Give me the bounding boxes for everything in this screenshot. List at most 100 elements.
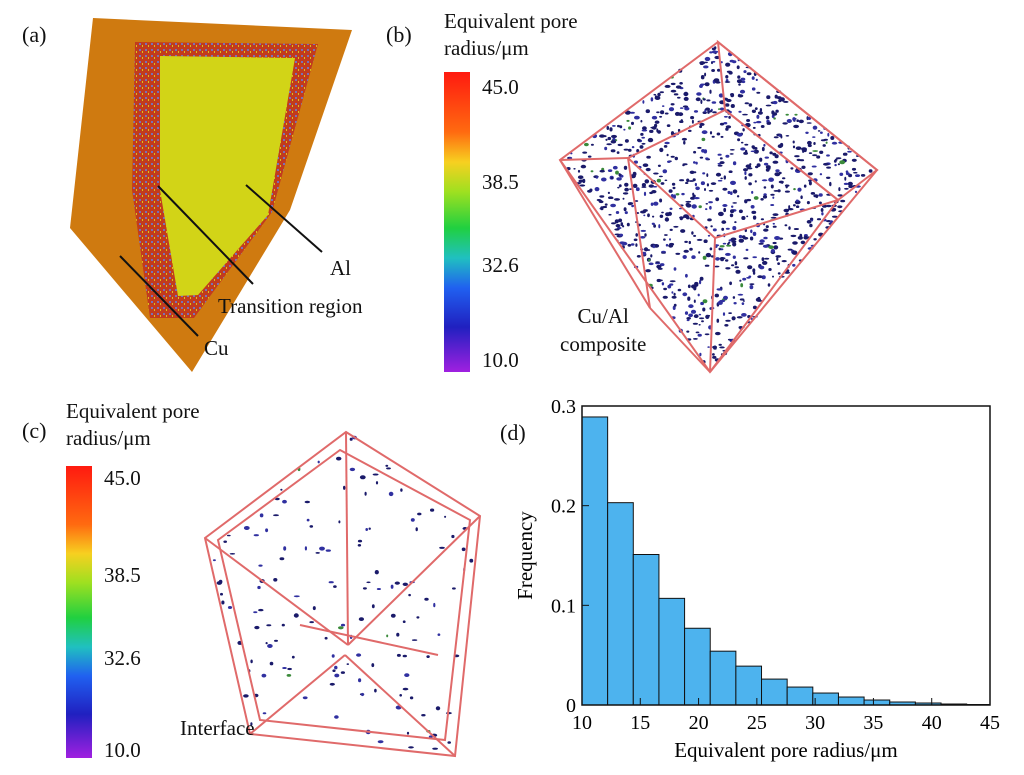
pore-dot	[710, 182, 717, 186]
pore-dot	[756, 91, 761, 94]
pore-dot	[623, 148, 629, 151]
pore-dot	[642, 126, 647, 131]
pore-dot	[731, 240, 737, 243]
pore-dot	[752, 305, 757, 310]
pore-dot	[599, 169, 605, 173]
pore-dot	[616, 177, 622, 181]
pore-dot	[701, 149, 705, 153]
pore-dot	[822, 144, 826, 147]
pore-dot	[716, 132, 721, 136]
pore-dot	[633, 238, 638, 242]
pore-dot	[657, 92, 661, 97]
pore-dot	[406, 731, 410, 735]
pore-dot	[669, 228, 673, 231]
pore-dot	[741, 235, 746, 239]
pore-dot	[705, 203, 709, 205]
pore-dot	[837, 194, 843, 197]
pore-dot	[258, 608, 264, 612]
pore-dot	[729, 213, 734, 218]
pore-dot	[722, 312, 726, 316]
pore-dot	[693, 314, 699, 319]
pore-dot	[744, 176, 747, 180]
pore-dot	[291, 655, 295, 659]
pore-dot	[788, 226, 791, 230]
pore-dot	[723, 207, 727, 213]
pore-dot	[733, 302, 737, 305]
pore-dot	[784, 271, 790, 274]
cube-c	[203, 430, 482, 758]
pore-dot	[659, 263, 665, 267]
pore-dot	[797, 236, 803, 240]
colorbar-c-tick-2: 38.5	[104, 563, 141, 587]
pore-dot	[803, 235, 809, 240]
pore-dot	[743, 257, 749, 260]
pore-dot	[390, 584, 394, 589]
pore-dot	[366, 581, 371, 584]
pore-dot	[645, 269, 651, 273]
pore-dot	[609, 127, 613, 132]
pore-dot	[338, 626, 344, 630]
pore-dot	[243, 694, 249, 698]
pore-dot	[823, 162, 829, 166]
pore-dot	[361, 692, 364, 697]
pore-dot	[659, 198, 663, 203]
pore-dot	[758, 242, 764, 245]
cube-c-edges	[203, 430, 482, 758]
pore-dot	[725, 154, 730, 158]
pore-dot	[838, 187, 841, 192]
pore-dot	[617, 186, 620, 189]
pore-dot	[808, 181, 812, 186]
pore-dot	[656, 264, 662, 269]
pore-dot	[818, 201, 822, 205]
pore-dot	[274, 639, 278, 642]
pore-dot	[731, 264, 735, 267]
pore-dot	[812, 136, 816, 138]
pore-dot	[359, 475, 366, 480]
pore-dot	[649, 129, 654, 133]
pore-dot	[739, 279, 742, 282]
pore-dot	[719, 245, 725, 248]
pore-dot	[765, 104, 772, 107]
pore-dot	[699, 279, 702, 285]
pore-dot	[679, 216, 685, 219]
pore-dot	[709, 51, 713, 54]
pore-dot	[690, 309, 697, 314]
pore-dot	[640, 119, 643, 123]
pore-dot	[794, 113, 798, 116]
pore-dot	[740, 141, 744, 144]
pore-dot	[799, 159, 805, 162]
pore-dot	[738, 209, 743, 214]
pore-dot	[742, 113, 748, 116]
pore-dot	[644, 233, 647, 237]
pore-dot	[790, 234, 797, 238]
pore-dot	[792, 140, 795, 144]
pore-dot	[599, 134, 605, 138]
pore-dot	[658, 175, 663, 178]
pore-dot	[683, 140, 686, 145]
pore-dot	[719, 257, 726, 260]
pore-dot	[760, 198, 764, 201]
pore-dot	[750, 229, 753, 234]
pore-dot	[386, 467, 391, 470]
y-tick-label: 0.3	[551, 396, 576, 418]
transition-arrow	[157, 185, 254, 285]
pore-dot	[784, 190, 790, 193]
pore-dot	[668, 189, 673, 193]
pore-dot	[663, 238, 666, 241]
pore-dot	[664, 84, 671, 88]
pore-dot	[623, 165, 628, 170]
pore-dot	[768, 177, 774, 182]
pore-dot	[718, 343, 722, 346]
pore-dot	[648, 258, 651, 262]
pore-dot	[748, 275, 752, 278]
pore-dot	[752, 256, 757, 259]
pore-dot	[629, 188, 632, 191]
pore-dot	[683, 91, 689, 97]
interface-label: Interface	[180, 716, 255, 740]
pore-dot	[695, 331, 700, 334]
pore-dot	[648, 262, 654, 266]
pore-dot	[753, 196, 759, 200]
pore-dot	[265, 528, 269, 533]
pore-dot	[773, 136, 779, 139]
pore-dot	[750, 205, 755, 209]
